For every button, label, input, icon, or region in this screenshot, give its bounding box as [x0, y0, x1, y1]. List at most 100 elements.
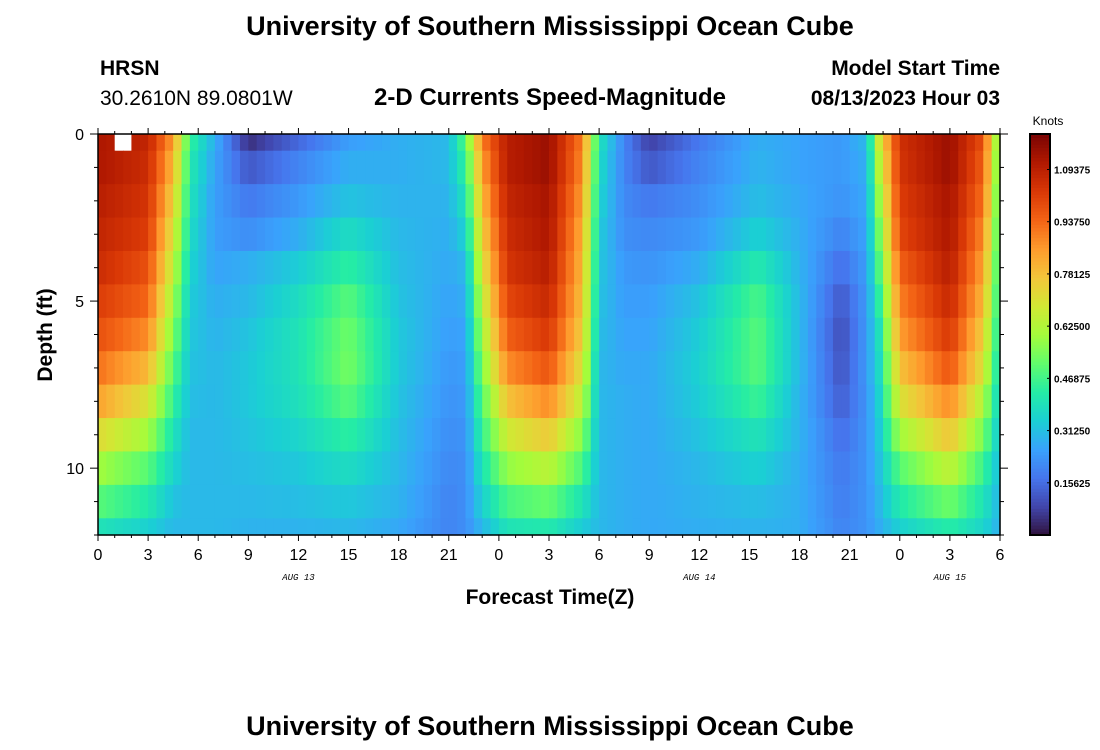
heatmap-cell	[732, 284, 742, 319]
heatmap-cell	[465, 317, 475, 352]
heatmap-cell	[991, 134, 1001, 152]
heatmap-cell	[198, 518, 208, 536]
heatmap-cell	[273, 217, 283, 252]
heatmap-cell	[273, 184, 283, 219]
heatmap-cell	[248, 351, 258, 386]
heatmap-cell	[699, 317, 709, 352]
heatmap-cell	[290, 384, 300, 419]
heatmap-cell	[173, 134, 183, 152]
heatmap-cell	[123, 451, 133, 486]
heatmap-cell	[248, 284, 258, 319]
heatmap-cell	[323, 418, 333, 453]
heatmap-cell	[390, 451, 400, 486]
heatmap-cell	[390, 284, 400, 319]
colorbar-segment	[1030, 408, 1050, 412]
heatmap-cell	[540, 184, 550, 219]
heatmap-cell	[649, 418, 659, 453]
heatmap-cell	[381, 150, 391, 185]
heatmap-cell	[899, 418, 909, 453]
heatmap-cell	[206, 418, 216, 453]
heatmap-cell	[832, 250, 842, 285]
heatmap-cell	[214, 384, 224, 419]
heatmap-cell	[791, 317, 801, 352]
heatmap-cell	[674, 384, 684, 419]
heatmap-cell	[899, 518, 909, 536]
heatmap-cell	[640, 484, 650, 519]
heatmap-cell	[457, 518, 467, 536]
heatmap-cell	[373, 484, 383, 519]
heatmap-cell	[632, 451, 642, 486]
heatmap-cell	[590, 184, 600, 219]
heatmap-cell	[682, 150, 692, 185]
heatmap-cell	[340, 250, 350, 285]
heatmap-cell	[707, 418, 717, 453]
heatmap-cell	[866, 250, 876, 285]
heatmap-cell	[515, 184, 525, 219]
heatmap-cell	[139, 134, 149, 152]
heatmap-cell	[465, 134, 475, 152]
heatmap-cell	[649, 250, 659, 285]
heatmap-cell	[899, 384, 909, 419]
heatmap-cell	[248, 518, 258, 536]
heatmap-cell	[582, 451, 592, 486]
heatmap-cell	[390, 484, 400, 519]
heatmap-cell	[214, 484, 224, 519]
heatmap-cell	[624, 418, 634, 453]
heatmap-cell	[665, 351, 675, 386]
x-tick-label: 3	[545, 547, 554, 564]
heatmap-cell	[891, 317, 901, 352]
heatmap-cell	[214, 351, 224, 386]
colorbar-segment	[1030, 317, 1050, 322]
heatmap-cell	[891, 184, 901, 219]
heatmap-cell	[223, 518, 233, 536]
heatmap-cell	[624, 451, 634, 486]
heatmap-cell	[239, 217, 249, 252]
heatmap-cell	[891, 418, 901, 453]
heatmap-cell	[741, 418, 751, 453]
heatmap-cell	[540, 134, 550, 152]
colorbar-segment	[1030, 177, 1050, 182]
heatmap-cell	[440, 184, 450, 219]
heatmap-cell	[532, 250, 542, 285]
heatmap-cell	[974, 184, 984, 219]
heatmap-cell	[432, 317, 442, 352]
heatmap-cell	[390, 217, 400, 252]
heatmap-cell	[983, 351, 993, 386]
heatmap-cell	[640, 518, 650, 536]
heatmap-cell	[198, 384, 208, 419]
heatmap-cell	[482, 418, 492, 453]
heatmap-cell	[858, 150, 867, 185]
colorbar-segment	[1030, 491, 1050, 496]
heatmap-cell	[966, 384, 976, 419]
heatmap-cell	[323, 384, 333, 419]
heatmap-cell	[874, 317, 884, 352]
heatmap-cell	[148, 317, 158, 352]
heatmap-cell	[991, 217, 1001, 252]
heatmap-cell	[340, 317, 350, 352]
heatmap-cell	[390, 418, 400, 453]
heatmap-cell	[465, 451, 475, 486]
heatmap-cell	[214, 317, 224, 352]
heatmap-cell	[423, 317, 433, 352]
heatmap-cell	[640, 451, 650, 486]
heatmap-cell	[766, 384, 776, 419]
heatmap-cell	[373, 518, 383, 536]
heatmap-cell	[707, 134, 717, 152]
heatmap-cell	[649, 217, 659, 252]
heatmap-cell	[298, 317, 308, 352]
heatmap-cell	[164, 484, 174, 519]
colorbar-segment	[1030, 464, 1050, 469]
heatmap-cell	[816, 217, 826, 252]
heatmap-cell	[407, 134, 416, 152]
heatmap-cell	[482, 150, 492, 185]
heatmap-cell	[239, 250, 249, 285]
heatmap-cell	[407, 250, 416, 285]
heatmap-cell	[123, 317, 133, 352]
heatmap-cell	[315, 418, 325, 453]
heatmap-cell	[916, 150, 926, 185]
heatmap-cell	[799, 250, 809, 285]
heatmap-cell	[549, 134, 558, 152]
heatmap-cell	[131, 184, 141, 219]
heatmap-cell	[139, 351, 149, 386]
heatmap-cell	[607, 250, 617, 285]
